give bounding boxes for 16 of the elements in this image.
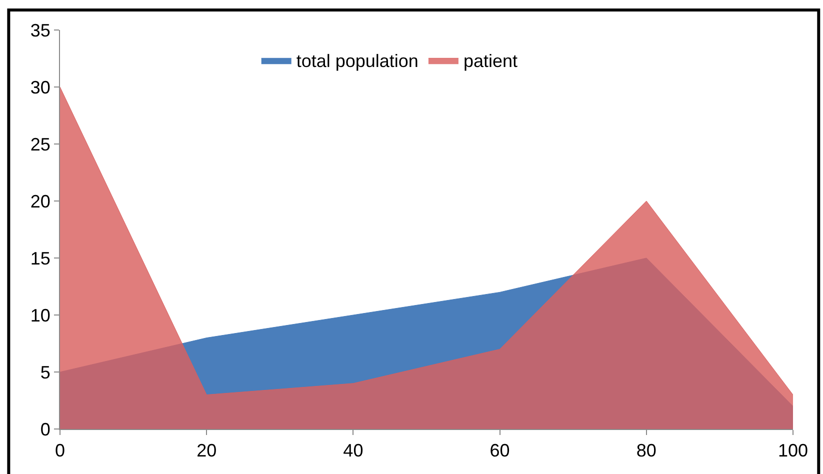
- x-tick-label: 80: [636, 440, 656, 461]
- y-tick-label: 25: [30, 134, 50, 154]
- y-tick-label: 20: [30, 191, 50, 212]
- x-tick-label: 100: [778, 440, 808, 461]
- x-tick-label: 0: [54, 440, 66, 461]
- y-tick-label: 10: [30, 305, 50, 326]
- x-tick-label: 40: [343, 440, 364, 461]
- y-tick-label: 30: [30, 77, 50, 98]
- y-tick-label: 0: [40, 419, 50, 440]
- x-tick-label: 60: [490, 440, 510, 461]
- x-tick-label: 20: [196, 440, 217, 461]
- legend-label: total population: [296, 51, 418, 72]
- y-tick-label: 35: [30, 20, 50, 40]
- legend-label: patient: [463, 51, 518, 72]
- y-tick-label: 5: [40, 362, 50, 382]
- y-tick-label: 15: [30, 248, 50, 268]
